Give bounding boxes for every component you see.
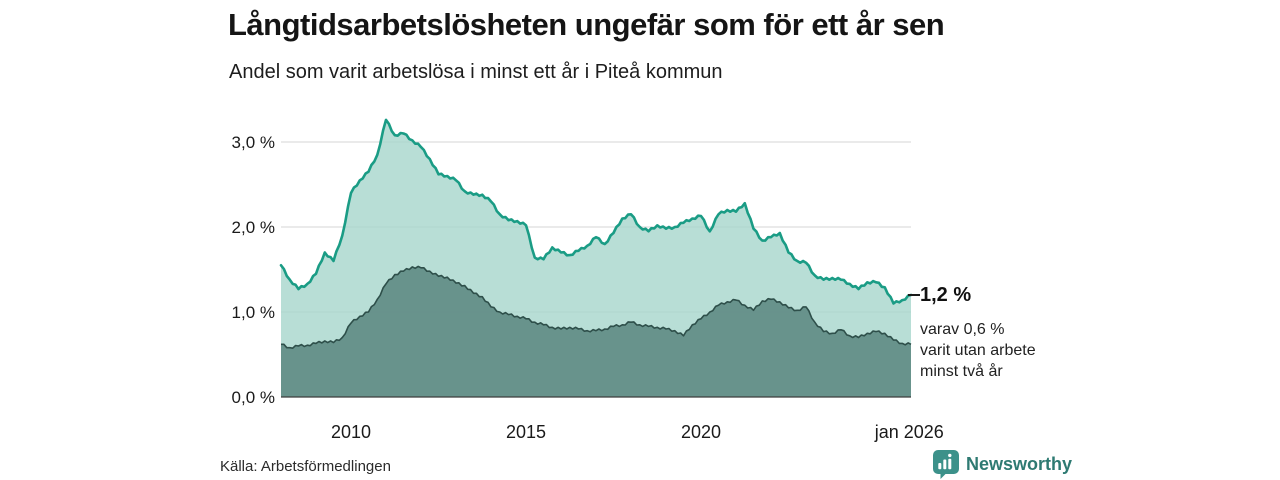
series-min-one-year-line	[279, 118, 913, 305]
annotation-latest-value: 1,2 %	[920, 284, 972, 306]
chart-title: Långtidsarbetslösheten ungefär som för e…	[228, 7, 945, 42]
source-note: Källa: Arbetsförmedlingen	[220, 458, 391, 475]
y-tick-label: 0,0 %	[232, 388, 275, 407]
annotation-subseries: varav 0,6 % varit utan arbete minst två …	[920, 319, 1036, 382]
x-tick-label: 2010	[331, 422, 371, 442]
y-tick-label: 2,0 %	[232, 218, 275, 237]
unemployment-area-chart: 0,0 % 1,0 % 2,0 % 3,0 % 2010 2015 2020 jan 2026	[232, 118, 944, 442]
brand-name: Newsworthy	[966, 454, 1073, 474]
x-tick-label: 2015	[506, 422, 546, 442]
speech-bubble-chart-icon	[933, 450, 959, 479]
x-tick-label: 2020	[681, 422, 721, 442]
chart-subtitle: Andel som varit arbetslösa i minst ett å…	[229, 61, 723, 83]
annotation-subseries-line-1: varav 0,6 %	[920, 321, 1005, 338]
annotation-subseries-line-3: minst två år	[920, 363, 1003, 380]
newsworthy-logo[interactable]: Newsworthy	[933, 450, 1072, 479]
y-tick-label: 3,0 %	[232, 133, 275, 152]
y-tick-label: 1,0 %	[232, 303, 275, 322]
annotation-subseries-line-2: varit utan arbete	[920, 342, 1036, 359]
series-min-two-years-line	[281, 265, 912, 349]
x-tick-label: jan 2026	[874, 422, 944, 442]
series-min-two-years-area	[281, 266, 911, 397]
